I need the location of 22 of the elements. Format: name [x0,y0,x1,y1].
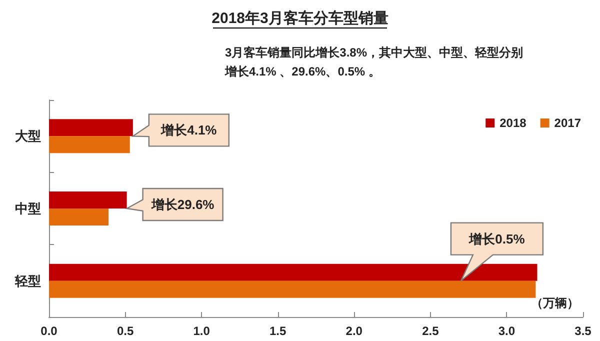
x-tick-label: 0.5 [116,324,134,338]
x-tick-label: 0.0 [40,324,58,338]
y-tick-label: 中型 [15,201,41,216]
bar [49,208,109,226]
x-axis-title: （万辆） [531,296,579,310]
x-tick-label: 1.0 [193,324,210,338]
legend-label: 2018 [500,116,527,130]
x-tick-label: 2.0 [346,324,363,338]
x-tick-label: 2.5 [422,324,440,338]
annotation: 增长29.6% [150,197,215,212]
annotation: 增长0.5% [468,231,526,246]
x-tick-label: 3.5 [574,324,592,338]
chart-subtitle: 3月客车销量同比增长3.8%，其中大型、中型、轻型分别增长4.1% 、29.6%、0.5% 。 [224,46,524,78]
legend-label: 2017 [554,116,582,130]
y-tick-label: 大型 [15,128,41,144]
x-tick-label: 1.5 [270,324,287,338]
bar [49,280,536,298]
y-tick-label: 轻型 [14,273,41,288]
chart-title: 2018年3月客车分车型销量 [212,9,388,27]
annotation: 增长4.1% [160,122,218,138]
bar [49,264,538,281]
x-tick-label: 3.0 [498,324,516,338]
